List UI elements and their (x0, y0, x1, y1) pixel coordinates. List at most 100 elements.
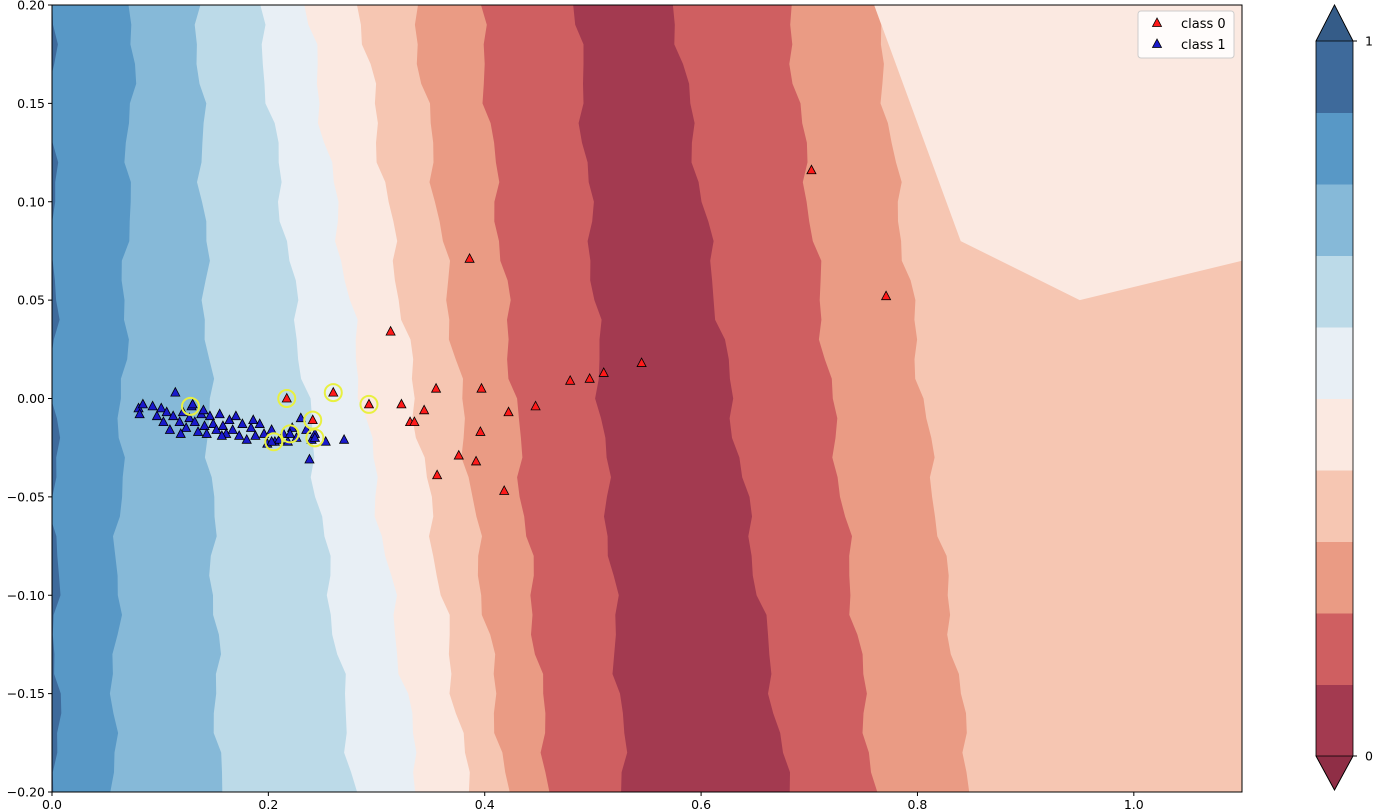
point-class-0 (806, 164, 817, 175)
x-axis: 0.0 0.2 0.4 0.6 0.8 1.0 (42, 792, 1144, 811)
colorbar-segment (1316, 41, 1353, 113)
point-class-0 (503, 406, 514, 417)
highlight-ring (359, 394, 379, 414)
colorbar-extend-high (1315, 4, 1354, 42)
point-class-1 (134, 408, 145, 419)
point-class-1 (208, 418, 219, 428)
point-class-1 (167, 410, 179, 421)
contour-band (52, 5, 62, 792)
point-class-0 (409, 416, 420, 427)
point-class-1 (174, 416, 185, 427)
point-class-0 (880, 290, 892, 301)
point-class-0 (431, 469, 443, 480)
colorbar-segment (1316, 398, 1353, 471)
point-class-0 (418, 404, 430, 415)
y-tick-label: 0.05 (17, 293, 45, 308)
y-tick-label: −0.05 (7, 489, 45, 504)
point-class-1 (161, 406, 172, 417)
point-class-0 (636, 357, 647, 367)
colorbar-segment (1316, 541, 1353, 614)
point-class-1 (189, 416, 200, 427)
legend: class 0 class 1 (1137, 10, 1235, 59)
legend-label: class 1 (1181, 38, 1226, 53)
contour-band (52, 5, 137, 792)
x-tick-label: 1.0 (1124, 797, 1144, 811)
point-class-0 (464, 252, 475, 263)
point-class-1 (201, 428, 212, 438)
highlight-ring (277, 389, 297, 408)
point-class-1 (241, 433, 252, 444)
point-class-1 (199, 420, 210, 430)
point-class-1 (295, 412, 306, 423)
point-class-1 (192, 426, 204, 436)
point-class-1 (187, 398, 198, 409)
point-class-1 (216, 430, 228, 440)
colorbar-segment (1316, 255, 1353, 328)
y-axis: −0.20 −0.15 −0.10 −0.05 0.00 0.05 0.10 0.15 0.20 (7, 0, 52, 800)
point-class-1 (284, 428, 296, 438)
point-class-0 (328, 386, 339, 397)
point-class-1 (237, 418, 248, 428)
point-class-0 (453, 449, 464, 460)
colorbar-tick-label: 1 (1365, 34, 1373, 49)
colorbar-segment (1316, 112, 1353, 185)
plot-area: 0.0 0.2 0.4 0.6 0.8 1.0 −0.20 −0.15 −0.10 −0.05 0… (7, 0, 1243, 811)
colorbar-segment (1316, 613, 1353, 685)
highlight-ring (264, 432, 284, 452)
y-tick-label: 0.15 (17, 96, 45, 111)
point-class-0 (584, 372, 595, 383)
point-class-1 (180, 422, 192, 432)
point-class-0 (565, 374, 576, 385)
point-class-1 (217, 420, 229, 430)
legend-label: class 0 (1181, 17, 1226, 32)
point-class-1 (227, 424, 238, 434)
point-class-1 (309, 431, 321, 442)
point-class-1 (248, 414, 259, 425)
point-class-1 (156, 402, 167, 413)
highlight-ring (305, 428, 325, 448)
legend-marker (1151, 38, 1163, 48)
y-tick-label: 0.00 (17, 391, 45, 406)
point-class-1 (304, 453, 315, 464)
point-class-1 (230, 410, 242, 421)
point-class-0 (396, 398, 407, 409)
point-class-0 (598, 367, 609, 377)
x-tick-label: 0.4 (475, 797, 495, 811)
highlight-ring (180, 396, 200, 416)
highlight-ring (280, 424, 300, 444)
point-class-1 (198, 404, 209, 415)
scatter-points (133, 164, 892, 495)
colorbar-extend-low (1315, 755, 1354, 791)
colorbar-segment (1316, 684, 1353, 757)
point-class-0 (499, 485, 510, 495)
point-class-1 (338, 433, 350, 444)
x-tick-label: 0.8 (908, 797, 928, 811)
x-tick-label: 0.2 (258, 797, 278, 811)
point-class-1 (170, 386, 181, 397)
contour-band (874, 5, 1242, 301)
colorbar: 01 (1315, 4, 1373, 791)
point-class-0 (530, 400, 541, 411)
colorbar-segment (1316, 184, 1353, 256)
y-tick-label: −0.10 (7, 588, 45, 603)
y-tick-label: −0.20 (7, 785, 45, 800)
point-class-1 (258, 428, 270, 438)
point-class-1 (214, 408, 225, 419)
point-class-1 (158, 416, 169, 427)
legend-marker (1151, 17, 1163, 27)
y-tick-label: 0.20 (17, 0, 45, 13)
y-tick-label: −0.15 (7, 686, 45, 701)
colorbar-segment (1316, 327, 1353, 399)
x-tick-label: 0.0 (42, 797, 62, 811)
point-class-1 (204, 410, 216, 421)
point-class-1 (164, 424, 176, 434)
point-class-1 (250, 430, 261, 440)
point-class-0 (430, 382, 442, 393)
point-class-0 (475, 426, 486, 436)
point-class-0 (476, 382, 487, 393)
point-class-1 (147, 400, 158, 411)
point-class-1 (233, 430, 245, 440)
point-class-1 (266, 435, 277, 446)
point-class-1 (151, 410, 163, 421)
